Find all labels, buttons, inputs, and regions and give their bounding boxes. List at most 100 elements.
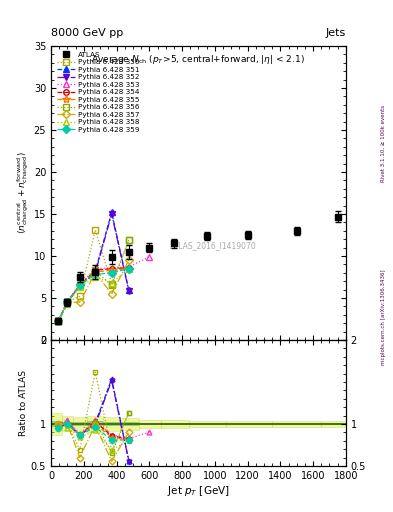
Pythia 6.428 355 bbox=[65, 299, 70, 305]
Pythia 6.428 353 bbox=[65, 297, 70, 304]
Pythia 6.428 357 bbox=[109, 291, 114, 297]
Pythia 6.428 353 bbox=[147, 254, 152, 260]
Bar bbox=[87, 421, 103, 426]
Legend: ATLAS, Pythia 6.428 350, Pythia 6.428 351, Pythia 6.428 352, Pythia 6.428 353, P: ATLAS, Pythia 6.428 350, Pythia 6.428 35… bbox=[55, 50, 141, 135]
Bar bbox=[119, 418, 139, 430]
Line: Pythia 6.428 355: Pythia 6.428 355 bbox=[54, 264, 133, 325]
Bar bbox=[103, 417, 119, 431]
Text: 8000 GeV pp: 8000 GeV pp bbox=[51, 28, 123, 38]
Pythia 6.428 354 bbox=[93, 267, 98, 273]
Pythia 6.428 357 bbox=[65, 299, 70, 305]
Pythia 6.428 357 bbox=[127, 257, 131, 263]
Pythia 6.428 351 bbox=[77, 282, 82, 288]
Bar bbox=[161, 420, 189, 428]
Pythia 6.428 352 bbox=[65, 299, 70, 305]
Pythia 6.428 352 bbox=[93, 270, 98, 276]
Pythia 6.428 356 bbox=[93, 267, 98, 273]
Bar bbox=[321, 420, 346, 428]
Bar bbox=[139, 420, 161, 428]
Bar bbox=[272, 421, 321, 427]
Bar bbox=[189, 420, 226, 428]
Pythia 6.428 354 bbox=[77, 282, 82, 288]
Pythia 6.428 353 bbox=[93, 266, 98, 272]
Pythia 6.428 358 bbox=[77, 284, 82, 290]
Bar bbox=[226, 423, 272, 425]
Bar bbox=[226, 420, 272, 428]
Bar bbox=[62, 422, 73, 426]
Pythia 6.428 352 bbox=[127, 288, 131, 294]
Pythia 6.428 358 bbox=[127, 266, 131, 272]
Pythia 6.428 351 bbox=[56, 317, 61, 324]
Pythia 6.428 350 bbox=[65, 299, 70, 305]
Y-axis label: $\langle n^{\rm central}_{\rm charged} + n^{\rm forward}_{\rm charged} \rangle$: $\langle n^{\rm central}_{\rm charged} +… bbox=[15, 152, 31, 234]
Y-axis label: Ratio to ATLAS: Ratio to ATLAS bbox=[19, 370, 28, 436]
Pythia 6.428 352 bbox=[56, 318, 61, 325]
Pythia 6.428 357 bbox=[93, 270, 98, 276]
Text: Average $N_{\rm ch}$ ($p_T\!>\!5$, central+forward, $|\eta|$ < 2.1): Average $N_{\rm ch}$ ($p_T\!>\!5$, centr… bbox=[92, 53, 305, 67]
Pythia 6.428 357 bbox=[56, 317, 61, 324]
Pythia 6.428 359 bbox=[56, 318, 61, 325]
Line: Pythia 6.428 356: Pythia 6.428 356 bbox=[56, 237, 132, 324]
Pythia 6.428 350 bbox=[56, 317, 61, 324]
Bar bbox=[321, 423, 346, 425]
Bar bbox=[119, 422, 139, 426]
Pythia 6.428 356 bbox=[127, 237, 131, 243]
Bar bbox=[139, 423, 161, 425]
Pythia 6.428 359 bbox=[127, 266, 131, 272]
Pythia 6.428 355 bbox=[93, 269, 98, 275]
Bar bbox=[73, 417, 87, 431]
Pythia 6.428 354 bbox=[109, 266, 114, 272]
Bar bbox=[51, 413, 62, 435]
Pythia 6.428 359 bbox=[65, 299, 70, 305]
Pythia 6.428 358 bbox=[109, 280, 114, 286]
Pythia 6.428 358 bbox=[65, 301, 70, 307]
Line: Pythia 6.428 359: Pythia 6.428 359 bbox=[56, 266, 132, 324]
Line: Pythia 6.428 353: Pythia 6.428 353 bbox=[56, 254, 152, 324]
X-axis label: Jet $p_T$ [GeV]: Jet $p_T$ [GeV] bbox=[167, 483, 230, 498]
Line: Pythia 6.428 350: Pythia 6.428 350 bbox=[56, 227, 132, 324]
Pythia 6.428 353 bbox=[77, 282, 82, 288]
Pythia 6.428 350 bbox=[127, 237, 131, 243]
Pythia 6.428 353 bbox=[127, 264, 131, 270]
Pythia 6.428 354 bbox=[65, 299, 70, 305]
Pythia 6.428 359 bbox=[77, 282, 82, 288]
Pythia 6.428 356 bbox=[65, 299, 70, 305]
Pythia 6.428 350 bbox=[109, 281, 114, 287]
Text: mcplots.cern.ch [arXiv:1306.3436]: mcplots.cern.ch [arXiv:1306.3436] bbox=[381, 270, 386, 365]
Pythia 6.428 352 bbox=[77, 282, 82, 288]
Pythia 6.428 351 bbox=[65, 298, 70, 305]
Bar bbox=[161, 423, 189, 425]
Pythia 6.428 350 bbox=[93, 227, 98, 233]
Pythia 6.428 356 bbox=[77, 282, 82, 288]
Pythia 6.428 355 bbox=[127, 266, 131, 272]
Pythia 6.428 356 bbox=[109, 282, 114, 288]
Line: Pythia 6.428 354: Pythia 6.428 354 bbox=[56, 265, 132, 324]
Pythia 6.428 355 bbox=[77, 282, 82, 288]
Bar bbox=[62, 416, 73, 432]
Line: Pythia 6.428 358: Pythia 6.428 358 bbox=[56, 266, 132, 324]
Line: Pythia 6.428 352: Pythia 6.428 352 bbox=[56, 211, 132, 324]
Bar bbox=[87, 416, 103, 432]
Pythia 6.428 354 bbox=[127, 265, 131, 271]
Pythia 6.428 354 bbox=[56, 317, 61, 324]
Bar bbox=[189, 423, 226, 425]
Pythia 6.428 358 bbox=[56, 318, 61, 325]
Pythia 6.428 351 bbox=[109, 209, 114, 216]
Pythia 6.428 359 bbox=[109, 270, 114, 276]
Pythia 6.428 359 bbox=[93, 271, 98, 278]
Pythia 6.428 355 bbox=[109, 267, 114, 273]
Line: Pythia 6.428 357: Pythia 6.428 357 bbox=[56, 258, 132, 324]
Pythia 6.428 351 bbox=[127, 287, 131, 293]
Text: ATLAS_2016_I1419070: ATLAS_2016_I1419070 bbox=[170, 242, 257, 250]
Pythia 6.428 350 bbox=[77, 293, 82, 300]
Pythia 6.428 352 bbox=[109, 211, 114, 217]
Pythia 6.428 353 bbox=[56, 317, 61, 324]
Bar bbox=[51, 421, 62, 427]
Text: Jets: Jets bbox=[325, 28, 346, 38]
Bar bbox=[103, 422, 119, 426]
Pythia 6.428 351 bbox=[93, 268, 98, 274]
Pythia 6.428 357 bbox=[77, 299, 82, 305]
Pythia 6.428 353 bbox=[109, 265, 114, 271]
Pythia 6.428 358 bbox=[93, 274, 98, 280]
Pythia 6.428 356 bbox=[56, 317, 61, 324]
